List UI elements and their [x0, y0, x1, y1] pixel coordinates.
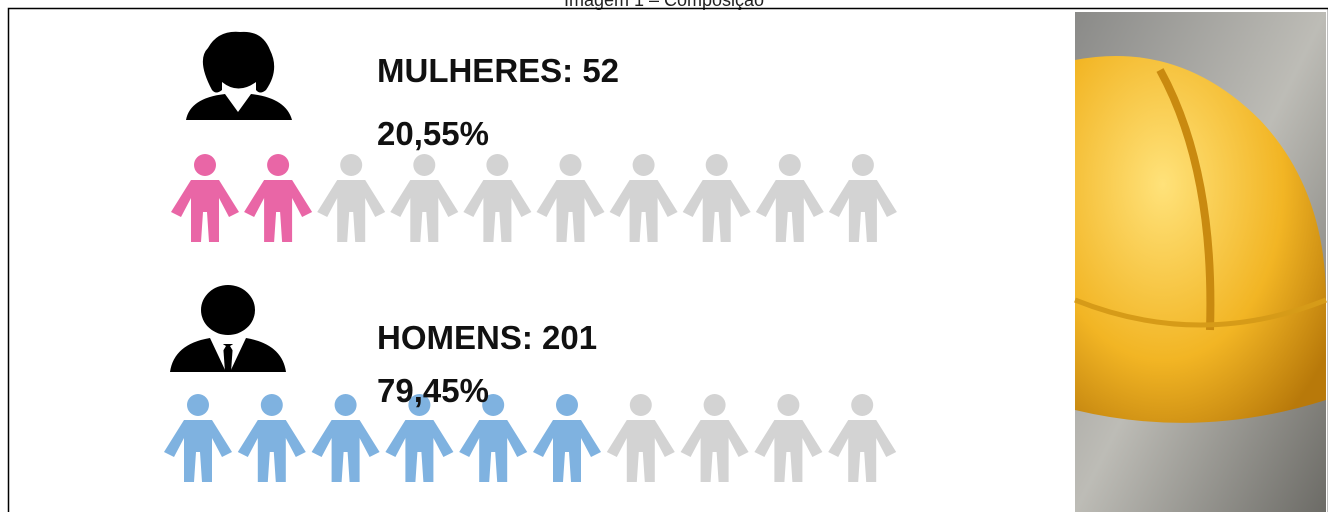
icon-head	[413, 154, 435, 176]
person-icon-empty	[317, 154, 385, 242]
icon-head	[267, 154, 289, 176]
icon-body	[607, 420, 675, 482]
icon-head	[486, 154, 508, 176]
icon-head	[777, 394, 799, 416]
icon-body	[681, 420, 749, 482]
person-icon-filled	[312, 394, 380, 482]
person-icon-filled	[164, 394, 232, 482]
person-icon-empty	[610, 154, 678, 242]
icon-body	[385, 420, 453, 482]
icon-head	[704, 394, 726, 416]
icon-head	[633, 154, 655, 176]
person-icon-filled	[238, 394, 306, 482]
icon-head	[187, 394, 209, 416]
person-icon-empty	[607, 394, 675, 482]
person-icon-empty	[390, 154, 458, 242]
person-icon-filled	[533, 394, 601, 482]
icon-head	[261, 394, 283, 416]
icon-head	[779, 154, 801, 176]
icon-body	[390, 180, 458, 242]
icon-body	[754, 420, 822, 482]
icon-body	[610, 180, 678, 242]
icon-head	[851, 394, 873, 416]
icon-body	[463, 180, 531, 242]
person-icon-empty	[683, 154, 751, 242]
icon-head	[706, 154, 728, 176]
person-icon-empty	[537, 154, 605, 242]
group-label: HOMENS: 201	[377, 319, 597, 356]
icon-body	[829, 180, 897, 242]
icon-head	[340, 154, 362, 176]
icon-body	[244, 180, 312, 242]
icon-body	[317, 180, 385, 242]
icon-head	[556, 394, 578, 416]
group-label: MULHERES: 52	[377, 52, 619, 89]
person-icon-empty	[828, 394, 896, 482]
person-icon-empty	[829, 154, 897, 242]
icon-head	[335, 394, 357, 416]
icon-body	[238, 420, 306, 482]
icon-body	[312, 420, 380, 482]
helmet-photo	[1075, 12, 1326, 512]
icon-head	[560, 154, 582, 176]
woman-avatar	[186, 32, 292, 120]
icon-head	[852, 154, 874, 176]
group-percent: 20,55%	[377, 115, 489, 152]
person-icon-empty	[754, 394, 822, 482]
icon-body	[683, 180, 751, 242]
person-icon-filled	[244, 154, 312, 242]
infographic: Imagem 1 – Composição MULHERES: 52 20,55…	[0, 0, 1328, 512]
icon-body	[537, 180, 605, 242]
icon-body	[533, 420, 601, 482]
icon-body	[828, 420, 896, 482]
icon-head	[630, 394, 652, 416]
icon-body	[171, 180, 239, 242]
person-icon-empty	[463, 154, 531, 242]
icon-head	[194, 154, 216, 176]
person-icon-empty	[681, 394, 749, 482]
icon-body	[459, 420, 527, 482]
icon-body	[164, 420, 232, 482]
icon-body	[756, 180, 824, 242]
person-icon-filled	[171, 154, 239, 242]
man-avatar	[170, 285, 286, 372]
group-percent: 79,45%	[377, 372, 489, 409]
person-icon-empty	[756, 154, 824, 242]
